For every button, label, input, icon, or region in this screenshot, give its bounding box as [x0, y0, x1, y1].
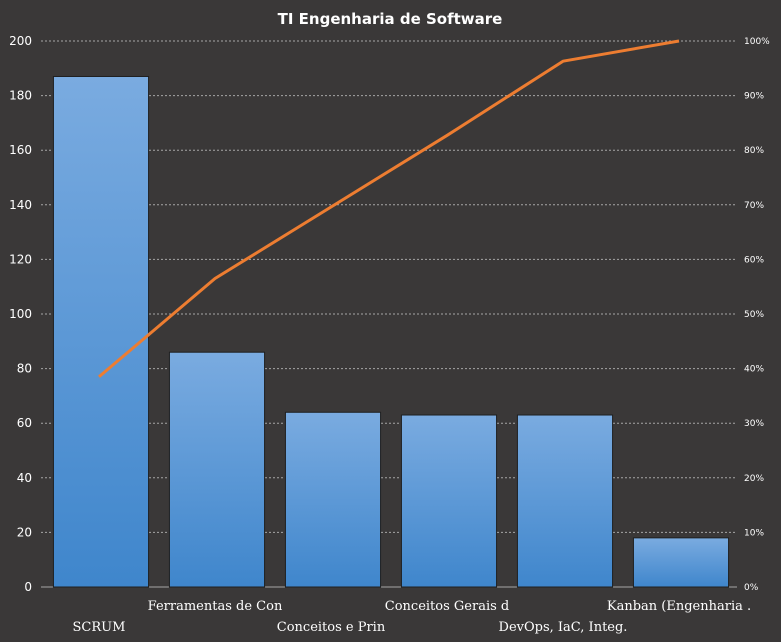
category-label: Ferramentas de Con	[148, 599, 283, 614]
bar	[52, 75, 150, 588]
right-axis-ticks: 0% 10% 20% 30% 40% 50% 60% 70% 80% 90% 100%	[744, 37, 770, 593]
category-labels: SCRUM Ferramentas de Con Conceitos e Prin C…	[73, 599, 752, 635]
y-tick-label: 120	[9, 252, 32, 266]
y2-tick-label: 20%	[744, 474, 764, 484]
grid-layer	[41, 40, 737, 588]
y-tick-label: 80	[17, 362, 32, 376]
y2-tick-label: 80%	[744, 146, 764, 156]
category-label: Kanban (Engenharia .	[607, 599, 751, 614]
bar	[284, 411, 382, 588]
y-tick-label: 200	[9, 34, 32, 48]
bar	[168, 351, 266, 588]
y2-tick-label: 90%	[744, 92, 764, 102]
y-tick-label: 180	[9, 89, 32, 103]
y-tick-label: 160	[9, 143, 32, 157]
y2-tick-label: 0%	[744, 583, 759, 593]
y-tick-label: 20	[17, 525, 32, 539]
y2-tick-label: 50%	[744, 310, 764, 320]
y2-tick-label: 100%	[744, 37, 770, 47]
y2-tick-label: 40%	[744, 365, 764, 375]
y2-tick-label: 60%	[744, 255, 764, 265]
y-tick-label: 60	[17, 416, 32, 430]
category-label: DevOps, IaC, Integ.	[499, 620, 628, 635]
bar	[632, 537, 730, 588]
cumulative-line-layer	[98, 39, 680, 378]
bar-layer	[52, 75, 730, 588]
bar	[516, 414, 614, 588]
y2-tick-label: 70%	[744, 201, 764, 211]
y-tick-label: 100	[9, 307, 32, 321]
y2-tick-label: 10%	[744, 528, 764, 538]
left-axis-ticks: 0 20 40 60 80 100 120 140 160 180 200	[9, 34, 32, 594]
y-tick-label: 140	[9, 198, 32, 212]
cumulative-line	[98, 39, 680, 378]
y2-tick-label: 30%	[744, 419, 764, 429]
category-label: Conceitos e Prin	[277, 620, 386, 635]
chart-title: TI Engenharia de Software	[278, 10, 503, 28]
bar	[400, 414, 498, 588]
category-label: SCRUM	[73, 620, 126, 635]
y-tick-label: 0	[24, 580, 32, 594]
category-label: Conceitos Gerais d	[385, 599, 509, 614]
y-tick-label: 40	[17, 471, 32, 485]
